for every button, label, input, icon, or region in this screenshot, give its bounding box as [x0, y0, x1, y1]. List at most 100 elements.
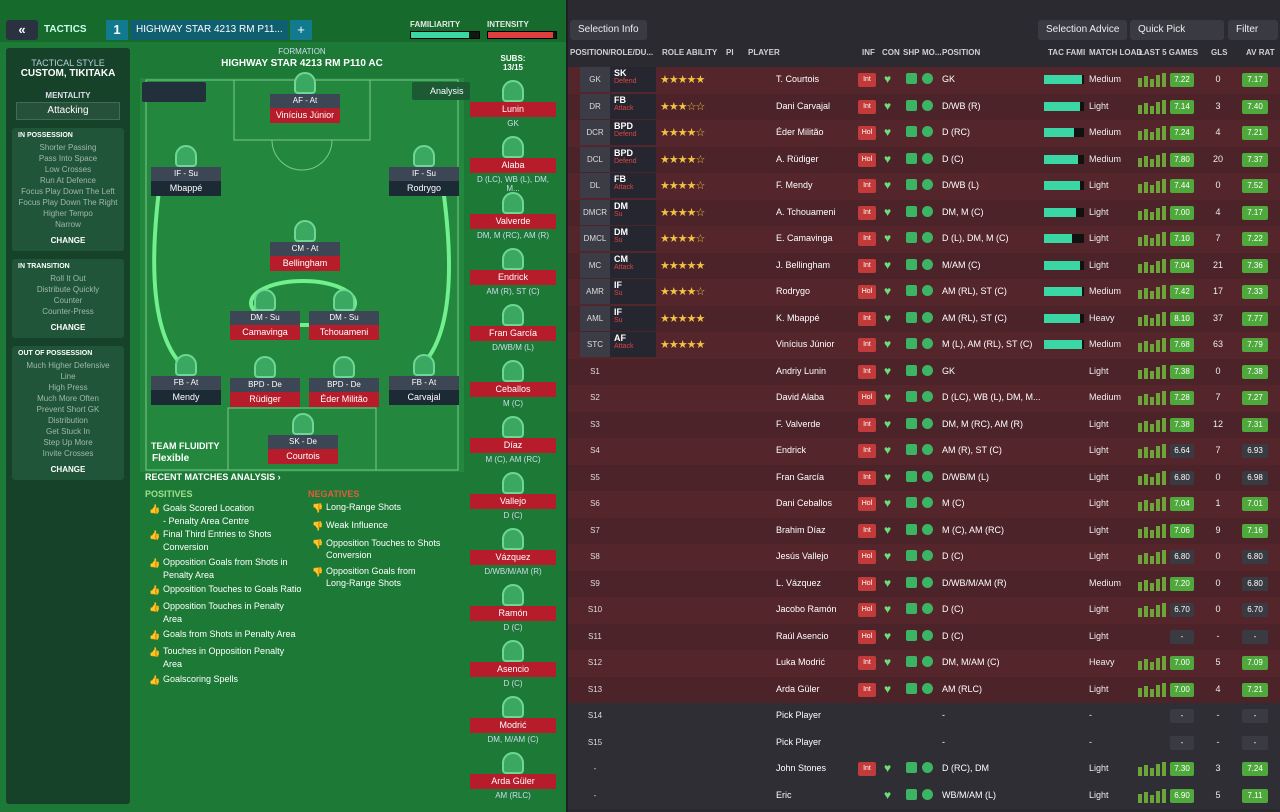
player-row[interactable]: DMCL DM Su ★★★★☆ E. Camavinga Int ♥ D (L), DM, …: [568, 226, 1280, 253]
player-name[interactable]: F. Valverde: [776, 418, 821, 429]
player-row[interactable]: S4 Endrick Int ♥ AM (R), ST (C) Light 6.64 7 6.9…: [568, 438, 1280, 465]
player-row[interactable]: S11 Raúl Asencio Hol ♥ D (C) Light - - -: [568, 623, 1280, 651]
sub-player[interactable]: Endrick AM (R), ST (C): [470, 248, 556, 296]
sub-player[interactable]: Díaz M (C), AM (RC): [470, 416, 556, 464]
tactic-slot-number[interactable]: 1: [106, 20, 128, 40]
player-row[interactable]: GK SK Defend ★★★★★ T. Courtois Int ♥ GK Medium 7.…: [568, 67, 1280, 94]
player-row[interactable]: DMCR DM Su ★★★★☆ A. Tchouameni Int ♥ DM, M (C) L…: [568, 199, 1280, 227]
player-name[interactable]: John Stones: [776, 763, 827, 773]
sub-player[interactable]: Ceballos M (C): [470, 360, 556, 408]
quick-pick-button[interactable]: Quick Pick: [1130, 20, 1224, 40]
tactical-style-value[interactable]: CUSTOM, TIKITAKA: [20, 68, 116, 79]
player-row[interactable]: S9 L. Vázquez Hol ♥ D/WB/M/AM (R) Medium 7.20 0…: [568, 570, 1280, 598]
selection-advice-button[interactable]: Selection Advice: [1038, 20, 1128, 40]
player-row[interactable]: AMR IF Su ★★★★☆ Rodrygo Hol ♥ AM (RL), ST (C) Me…: [568, 279, 1280, 306]
role-cell[interactable]: IF Su: [610, 279, 656, 304]
player-row[interactable]: DCR BPD Defend ★★★★☆ Éder Militão Hol ♥ D (RC) M…: [568, 120, 1280, 147]
player-row[interactable]: - Eric ♥ WB/M/AM (L) Light 6.90 5 7.11: [568, 782, 1280, 810]
player-name[interactable]: Arda Güler: [776, 683, 820, 694]
sub-player[interactable]: Vázquez D/WB/M/AM (R): [470, 528, 556, 576]
player-row[interactable]: MC CM Attack ★★★★★ J. Bellingham Int ♥ M/AM (C)…: [568, 252, 1280, 280]
role-cell[interactable]: IF Su: [610, 305, 656, 331]
player-row[interactable]: S6 Dani Ceballos Hol ♥ M (C) Light 7.04 1 7.01: [568, 491, 1280, 518]
player-row[interactable]: S15 Pick Player - - - - -: [568, 729, 1280, 757]
player-name[interactable]: Jesús Vallejo: [776, 551, 829, 561]
player-name[interactable]: Eric: [776, 789, 792, 800]
role-cell[interactable]: BPD Defend: [610, 120, 656, 145]
player-row[interactable]: S8 Jesús Vallejo Hol ♥ D (C) Light 6.80 0 6.80: [568, 544, 1280, 571]
back-button[interactable]: «: [6, 20, 38, 40]
column-header[interactable]: TAC FAMI: [1048, 48, 1086, 57]
in-transition-change-button[interactable]: CHANGE: [50, 323, 86, 332]
player-name[interactable]: Raúl Asencio: [776, 630, 829, 641]
column-header[interactable]: POSITION/ROLE/DU...: [570, 48, 654, 57]
player-row[interactable]: S1 Andriy Lunin Int ♥ GK Light 7.38 0 7.38: [568, 358, 1280, 386]
player-name[interactable]: E. Camavinga: [776, 233, 833, 243]
role-cell[interactable]: AF Attack: [610, 332, 656, 357]
player-name[interactable]: L. Vázquez: [776, 577, 822, 588]
column-header[interactable]: POSITION: [942, 48, 981, 57]
player-name[interactable]: F. Mendy: [776, 180, 813, 190]
column-header[interactable]: SHP: [903, 48, 920, 57]
column-header[interactable]: AV RAT: [1246, 48, 1275, 57]
sub-player[interactable]: Valverde DM, M (RC), AM (R): [470, 192, 556, 240]
sub-player[interactable]: Asencio D (C): [470, 640, 556, 688]
player-name[interactable]: A. Tchouameni: [776, 206, 836, 217]
player-row[interactable]: - John Stones Int ♥ D (RC), DM Light 7.30 3 7.24: [568, 756, 1280, 783]
player-row[interactable]: S3 F. Valverde Int ♥ DM, M (RC), AM (R) Light…: [568, 411, 1280, 439]
role-cell[interactable]: CM Attack: [610, 252, 656, 278]
player-row[interactable]: S5 Fran García Int ♥ D/WB/M (L) Light 6.80 0 6.9…: [568, 464, 1280, 492]
player-row[interactable]: S10 Jacobo Ramón Hol ♥ D (C) Light 6.70 0 6.70: [568, 597, 1280, 624]
player-token[interactable]: AF - At Vinícius Júnior: [270, 72, 340, 123]
player-row[interactable]: DR FB Attack ★★★☆☆ Dani Carvajal Int ♥ D/WB (R)…: [568, 93, 1280, 121]
in-possession-change-button[interactable]: CHANGE: [50, 236, 86, 245]
role-cell[interactable]: FB Attack: [610, 93, 656, 119]
column-header[interactable]: LAST 5 GAMES: [1139, 48, 1199, 57]
player-row[interactable]: AML IF Su ★★★★★ K. Mbappé Int ♥ AM (RL), ST (C)…: [568, 305, 1280, 333]
player-name[interactable]: Vinícius Júnior: [776, 339, 835, 349]
player-token[interactable]: DM - Su Tchouameni: [309, 289, 379, 340]
column-header[interactable]: CON: [882, 48, 900, 57]
player-name[interactable]: David Alaba: [776, 392, 825, 402]
player-row[interactable]: S13 Arda Güler Int ♥ AM (RLC) Light 7.00 4 7.21: [568, 676, 1280, 704]
player-name[interactable]: K. Mbappé: [776, 312, 820, 323]
player-name[interactable]: A. Rüdiger: [776, 153, 819, 164]
column-header[interactable]: GLS: [1211, 48, 1228, 57]
player-name[interactable]: Rodrygo: [776, 286, 811, 296]
player-token[interactable]: IF - Su Rodrygo: [389, 145, 459, 196]
sub-player[interactable]: Vallejo D (C): [470, 472, 556, 520]
player-name[interactable]: Brahim Díaz: [776, 524, 826, 535]
analysis-button[interactable]: Analysis: [412, 82, 470, 100]
player-row[interactable]: S12 Luka Modrić Int ♥ DM, M/AM (C) Heavy 7.00 5…: [568, 650, 1280, 677]
player-row[interactable]: S7 Brahim Díaz Int ♥ M (C), AM (RC) Light 7.06…: [568, 517, 1280, 545]
player-name[interactable]: Fran García: [776, 471, 825, 482]
player-name[interactable]: J. Bellingham: [776, 259, 831, 270]
player-name[interactable]: T. Courtois: [776, 74, 820, 84]
player-name[interactable]: Pick Player: [776, 710, 822, 720]
player-row[interactable]: STC AF Attack ★★★★★ Vinícius Júnior Int ♥ M (L)…: [568, 332, 1280, 359]
role-cell[interactable]: DM Su: [610, 199, 656, 225]
player-name[interactable]: Jacobo Ramón: [776, 604, 837, 614]
player-row[interactable]: S14 Pick Player - - - - -: [568, 703, 1280, 730]
player-name[interactable]: Pick Player: [776, 736, 822, 747]
player-name[interactable]: Dani Ceballos: [776, 498, 833, 508]
view-icons[interactable]: [142, 82, 206, 102]
column-header[interactable]: MO...: [922, 48, 942, 57]
sub-player[interactable]: Arda Güler AM (RLC): [470, 752, 556, 800]
recent-matches-analysis-link[interactable]: RECENT MATCHES ANALYSIS ›: [145, 472, 281, 482]
add-tactic-button[interactable]: +: [290, 20, 312, 40]
column-header[interactable]: ROLE ABILITY: [662, 48, 718, 57]
player-name[interactable]: Andriy Lunin: [776, 365, 827, 376]
player-row[interactable]: DL FB Attack ★★★★☆ F. Mendy Int ♥ D/WB (L) Light…: [568, 173, 1280, 200]
player-token[interactable]: DM - Su Camavinga: [230, 289, 300, 340]
player-token[interactable]: FB - At Mendy: [151, 354, 221, 405]
player-token[interactable]: FB - At Carvajal: [389, 354, 459, 405]
sub-player[interactable]: Modrić DM, M/AM (C): [470, 696, 556, 744]
role-cell[interactable]: DM Su: [610, 226, 656, 251]
player-name[interactable]: Luka Modrić: [776, 657, 826, 667]
column-header[interactable]: INF: [862, 48, 875, 57]
player-token[interactable]: SK - De Courtois: [268, 413, 338, 464]
player-name[interactable]: Éder Militão: [776, 127, 824, 137]
filter-button[interactable]: Filter: [1228, 20, 1278, 40]
player-token[interactable]: BPD - De Éder Militão: [309, 356, 379, 407]
